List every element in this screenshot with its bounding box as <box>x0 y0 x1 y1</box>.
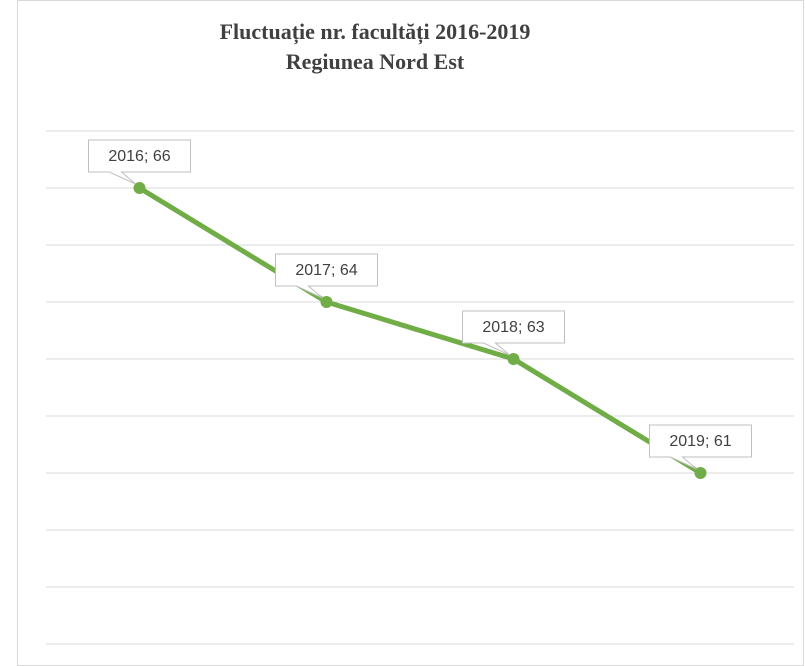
label-callout <box>275 253 378 299</box>
label-callout <box>462 310 565 356</box>
label-callout <box>649 424 752 470</box>
data-label: 2017; 64 <box>295 262 357 279</box>
data-label: 2016; 66 <box>108 148 170 165</box>
label-callout <box>88 139 191 185</box>
data-point <box>133 182 146 194</box>
data-label: 2018; 63 <box>482 319 544 336</box>
data-label: 2019; 61 <box>669 433 731 450</box>
data-point <box>507 353 520 365</box>
data-point <box>694 467 707 479</box>
chart-subtitle: Regiunea Nord Est <box>286 49 465 74</box>
chart-title: Fluctuație nr. facultăți 2016-2019 <box>220 19 531 45</box>
data-line <box>138 185 702 476</box>
chart-border <box>17 0 804 666</box>
data-point <box>320 296 333 308</box>
